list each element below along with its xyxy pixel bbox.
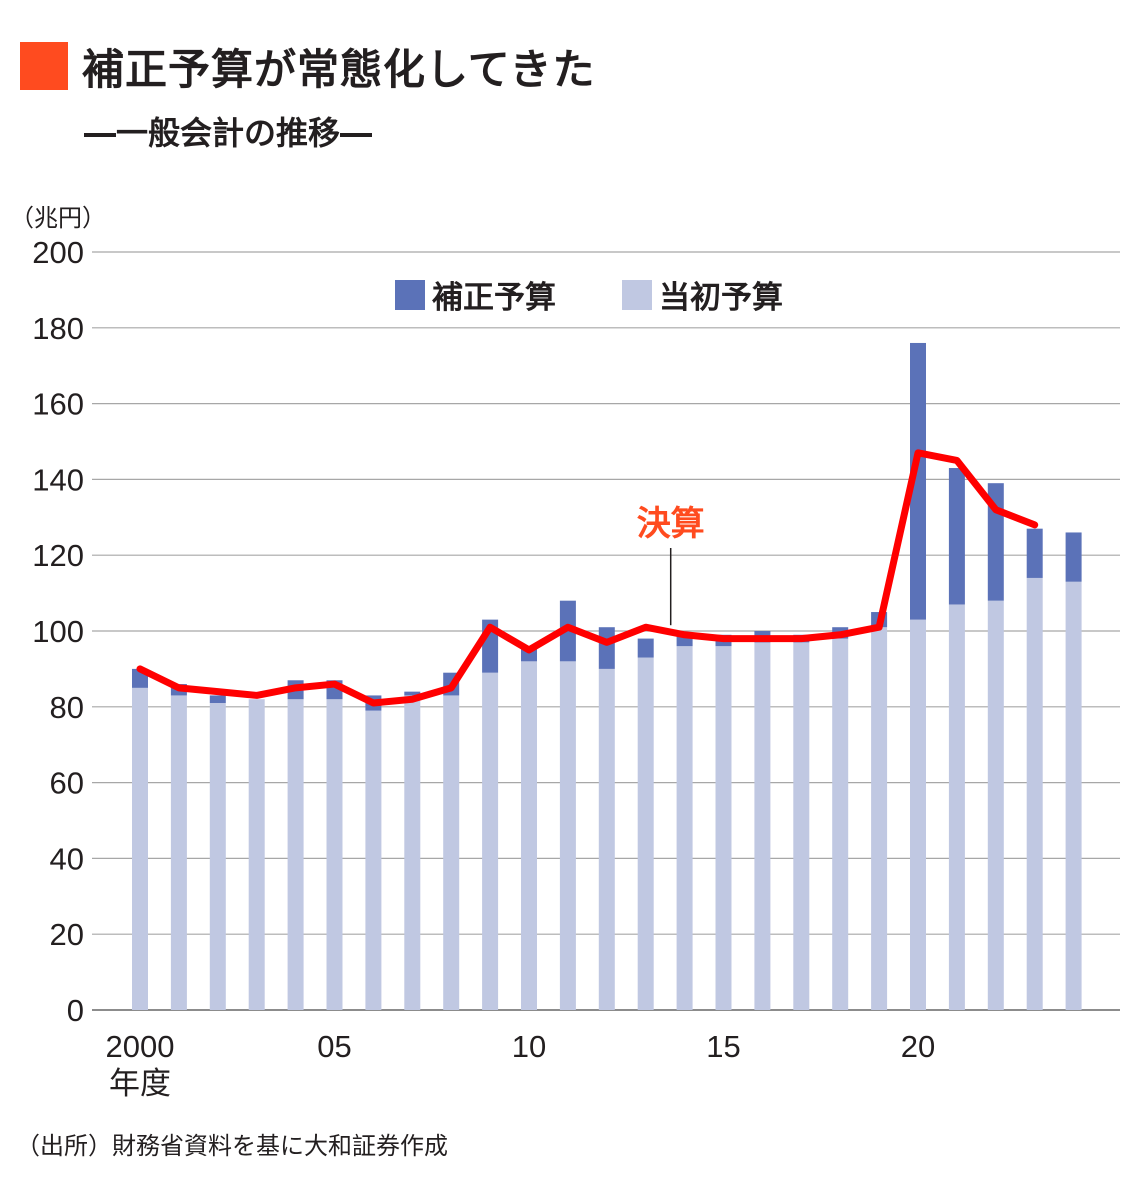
y-tick-label: 60 xyxy=(50,766,84,801)
bar-initial-2015 xyxy=(715,646,732,1010)
bar-supplementary-2014 xyxy=(676,634,693,647)
y-tick-label: 100 xyxy=(32,614,84,649)
y-tick-label: 40 xyxy=(50,841,84,876)
y-tick-label: 120 xyxy=(32,538,84,573)
page-subtitle: ―一般会計の推移― xyxy=(84,114,373,152)
bar-initial-2006 xyxy=(365,710,382,1010)
bar-initial-2019 xyxy=(871,627,888,1010)
bar-supplementary-2024 xyxy=(1065,532,1082,582)
bar-initial-2003 xyxy=(248,699,265,1010)
bar-initial-2007 xyxy=(404,695,421,1010)
bar-initial-2021 xyxy=(948,604,965,1010)
bar-initial-2008 xyxy=(443,695,460,1010)
title-row: 補正予算が常態化してきた xyxy=(20,40,595,94)
bar-initial-2005 xyxy=(326,699,343,1010)
x-tick-label: 20 xyxy=(901,1029,935,1064)
settled-series-label: 決算 xyxy=(637,505,705,543)
x-tick-label: 05 xyxy=(317,1029,351,1064)
legend-swatch-supplementary xyxy=(395,280,425,310)
y-tick-label: 180 xyxy=(32,311,84,346)
bar-initial-2001 xyxy=(170,695,187,1010)
bar-initial-2017 xyxy=(793,642,810,1010)
x-tick-label: 15 xyxy=(706,1029,740,1064)
bar-initial-2014 xyxy=(676,646,693,1010)
settled-line xyxy=(136,449,1039,707)
bar-supplementary-2012 xyxy=(598,627,615,669)
y-unit-label: （兆円） xyxy=(10,205,106,232)
bar-initial-2009 xyxy=(482,672,499,1010)
y-tick-label: 200 xyxy=(32,235,84,270)
x-axis-suffix-label: 年度 xyxy=(109,1066,171,1101)
legend-swatch-initial xyxy=(622,280,652,310)
bar-initial-2022 xyxy=(987,600,1004,1010)
bar-initial-2016 xyxy=(754,642,771,1010)
bar-supplementary-2020 xyxy=(910,342,926,620)
bar-initial-2013 xyxy=(637,657,654,1010)
x-tick-label: 2000 xyxy=(106,1029,175,1064)
y-tick-label: 160 xyxy=(32,387,84,422)
bar-initial-2012 xyxy=(598,668,615,1010)
y-tick-label: 0 xyxy=(67,993,84,1028)
bar-initial-2011 xyxy=(559,661,576,1010)
bar-initial-2000 xyxy=(132,687,148,1010)
legend-label-supplementary: 補正予算 xyxy=(431,280,556,315)
x-tick-label: 10 xyxy=(512,1029,546,1064)
y-tick-label: 140 xyxy=(32,462,84,497)
bar-initial-2024 xyxy=(1065,581,1082,1010)
legend-label-initial: 当初予算 xyxy=(659,280,783,315)
bar-initial-2010 xyxy=(521,661,537,1010)
bar-initial-2002 xyxy=(209,703,226,1010)
bar-initial-2018 xyxy=(832,638,849,1010)
bar-supplementary-2021 xyxy=(948,468,965,605)
bar-supplementary-2002 xyxy=(209,695,226,704)
page-title: 補正予算が常態化してきた xyxy=(82,44,596,94)
bar-supplementary-2007 xyxy=(404,691,421,696)
y-tick-label: 20 xyxy=(50,917,84,952)
bar-initial-2020 xyxy=(910,619,926,1010)
bar-supplementary-2013 xyxy=(637,638,654,658)
bar-supplementary-2023 xyxy=(1026,528,1043,578)
title-accent-square xyxy=(20,42,68,90)
bar-initial-2023 xyxy=(1026,577,1043,1010)
y-tick-label: 80 xyxy=(50,690,84,725)
bar-initial-2004 xyxy=(287,699,304,1010)
source-note: （出所）財務省資料を基に大和証券作成 xyxy=(16,1132,448,1160)
